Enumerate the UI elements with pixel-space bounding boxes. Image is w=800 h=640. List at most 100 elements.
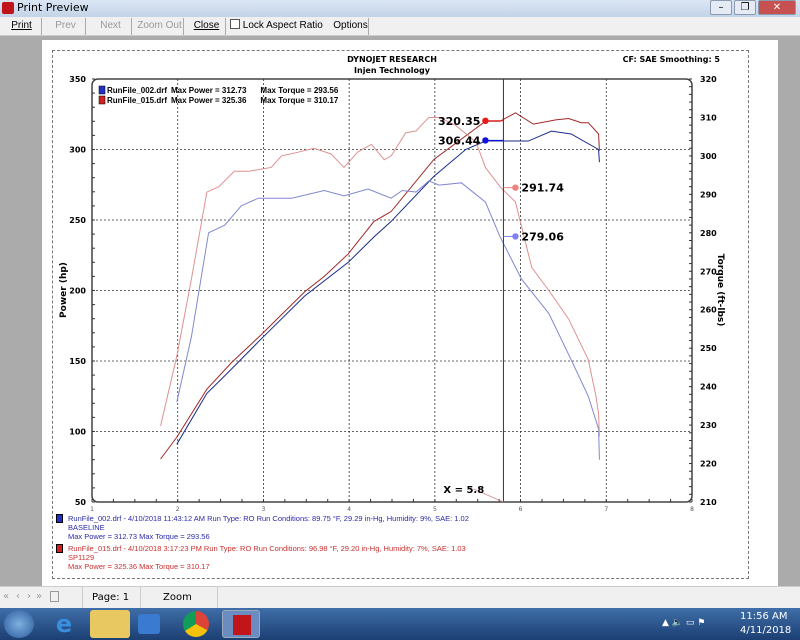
page-indicator: Page: 1 (92, 592, 130, 603)
next-page-button[interactable]: › (27, 591, 31, 602)
marker-label: 320.35 (438, 115, 480, 128)
series-line-power_002 (176, 130, 600, 445)
legend: RunFile_002.drf Max Power = 312.73 Max Tor… (98, 85, 339, 105)
x-tick-label: 1 (90, 506, 94, 513)
chrome-icon[interactable] (183, 611, 209, 637)
report-subtitle: Injen Technology (354, 66, 431, 75)
report-settings: CF: SAE Smoothing: 5 (623, 55, 721, 64)
series-line-torque_002 (176, 180, 600, 460)
taskbar: e ▲ 🔈 ▭ ⚑ 11:56 AM 4/11/2018 (0, 608, 800, 640)
run-swatch-015 (56, 544, 63, 553)
close-window-button[interactable]: ✕ (758, 0, 796, 15)
grid (92, 79, 692, 502)
app-icon (2, 2, 14, 14)
legend-power-015: Max Power = 325.36 (171, 96, 247, 105)
series-line-power_015 (160, 112, 600, 460)
marker-dot (482, 137, 489, 144)
zoom-out-button[interactable]: Zoom Out (136, 18, 184, 35)
y-tick-label: 200 (69, 287, 86, 296)
y2-tick-label: 230 (700, 421, 717, 430)
cursor-label-leader (473, 488, 504, 503)
x-tick-label: 7 (604, 506, 608, 513)
checkbox-box[interactable] (230, 19, 240, 29)
marker-dot (482, 117, 489, 125)
y-tick-label: 150 (69, 357, 86, 366)
y2-tick-label: 290 (700, 190, 717, 199)
y2-tick-label: 220 (700, 460, 717, 469)
options-button[interactable]: Options (333, 18, 369, 35)
lock-aspect-ratio-checkbox[interactable]: Lock Aspect Ratio (230, 18, 330, 35)
title-bar: Print Preview – ❐ ✕ (0, 0, 800, 17)
run-note-015: SP1129 (68, 553, 95, 562)
x-tick-label: 6 (519, 506, 523, 513)
dynojet-app-icon[interactable] (222, 610, 260, 638)
marker-dot (512, 233, 519, 240)
zoom-indicator: Zoom (163, 592, 192, 603)
marker-label: 306.44 (438, 134, 481, 147)
y2-tick-label: 260 (700, 306, 717, 315)
run-info-002: RunFile_002.drf - 4/10/2018 11:43:12 AM … (68, 514, 469, 523)
y2-tick-label: 250 (700, 344, 717, 353)
x-tick-label: 2 (176, 506, 180, 513)
legend-file-015: RunFile_015.drf (107, 96, 167, 105)
marker-label: 291.74 (521, 182, 564, 195)
y-tick-label: 100 (69, 428, 86, 437)
legend-row-002: RunFile_002.drf Max Power = 312.73 Max Tor… (107, 86, 339, 95)
ie-icon[interactable]: e (55, 610, 73, 638)
explorer-icon[interactable] (90, 610, 130, 638)
first-page-button[interactable]: « (3, 591, 10, 602)
legend-power-002: Max Power = 312.73 (171, 86, 247, 95)
series-line-torque_015 (160, 116, 600, 437)
minimize-button[interactable]: – (710, 0, 732, 15)
y2-tick-label: 270 (700, 267, 717, 276)
prev-button[interactable]: Prev (46, 18, 86, 35)
media-player-icon[interactable] (138, 614, 160, 634)
y2-tick-label: 310 (700, 113, 717, 122)
legend-swatch-002 (98, 85, 106, 95)
window-title: Print Preview (17, 1, 89, 14)
run-max-002: Max Power = 312.73 Max Torque = 293.56 (68, 532, 210, 541)
axis-ticks: 1 2 3 4 5 6 7 8 50 100 150 200 250 300 350 210 220 230 240… (69, 75, 717, 513)
y-tick-label: 350 (69, 75, 86, 84)
x-tick-label: 4 (347, 506, 351, 513)
prev-page-button[interactable]: ‹ (16, 591, 20, 602)
last-page-button[interactable]: » (36, 591, 43, 602)
cursor-group: X = 5.8 (443, 79, 504, 503)
x-tick-label: 5 (433, 506, 437, 513)
run-info-015: RunFile_015.drf - 4/10/2018 3:17:23 PM R… (68, 544, 466, 553)
y-tick-label: 50 (75, 498, 87, 507)
run-swatch-002 (56, 514, 63, 523)
marker-dot (512, 184, 519, 191)
close-button[interactable]: Close (188, 18, 226, 35)
y2-tick-label: 240 (700, 383, 717, 392)
next-button[interactable]: Next (90, 18, 132, 35)
run-max-015: Max Power = 325.36 Max Torque = 310.17 (68, 562, 210, 571)
status-bar: « ‹ › » Page: 1 Zoom (0, 586, 800, 609)
y2-axis-label: Torque (ft-lbs) (715, 254, 725, 327)
print-button[interactable]: Print (2, 18, 42, 35)
page-icon (50, 591, 59, 602)
y2-tick-label: 320 (700, 75, 717, 84)
y2-tick-label: 300 (700, 152, 717, 161)
legend-torque-002: Max Torque = 293.56 (260, 86, 338, 95)
toolbar: Print Prev Next Zoom Out Close Lock Aspe… (0, 17, 800, 36)
x-tick-label: 8 (690, 506, 694, 513)
y-axis-label: Power (hp) (59, 262, 69, 318)
clock-date[interactable]: 4/11/2018 (740, 625, 792, 636)
start-button[interactable] (4, 610, 34, 638)
page-margin-border (52, 50, 749, 579)
lock-aspect-label: Lock Aspect Ratio (242, 20, 323, 31)
legend-row-015: RunFile_015.drf Max Power = 325.36 Max Tor… (107, 96, 339, 105)
y2-tick-label: 280 (700, 229, 717, 238)
report-company: DYNOJET RESEARCH (347, 55, 437, 64)
clock-time[interactable]: 11:56 AM (740, 611, 788, 622)
y-tick-label: 250 (69, 216, 86, 225)
maximize-button[interactable]: ❐ (734, 0, 756, 15)
run-note-002: BASELINE (68, 523, 105, 532)
y2-tick-label: 210 (700, 498, 717, 507)
legend-file-002: RunFile_002.drf (107, 86, 167, 95)
y-tick-label: 300 (69, 146, 86, 155)
legend-torque-015: Max Torque = 310.17 (260, 96, 338, 105)
tray-icons[interactable]: ▲ 🔈 ▭ ⚑ (662, 618, 706, 628)
